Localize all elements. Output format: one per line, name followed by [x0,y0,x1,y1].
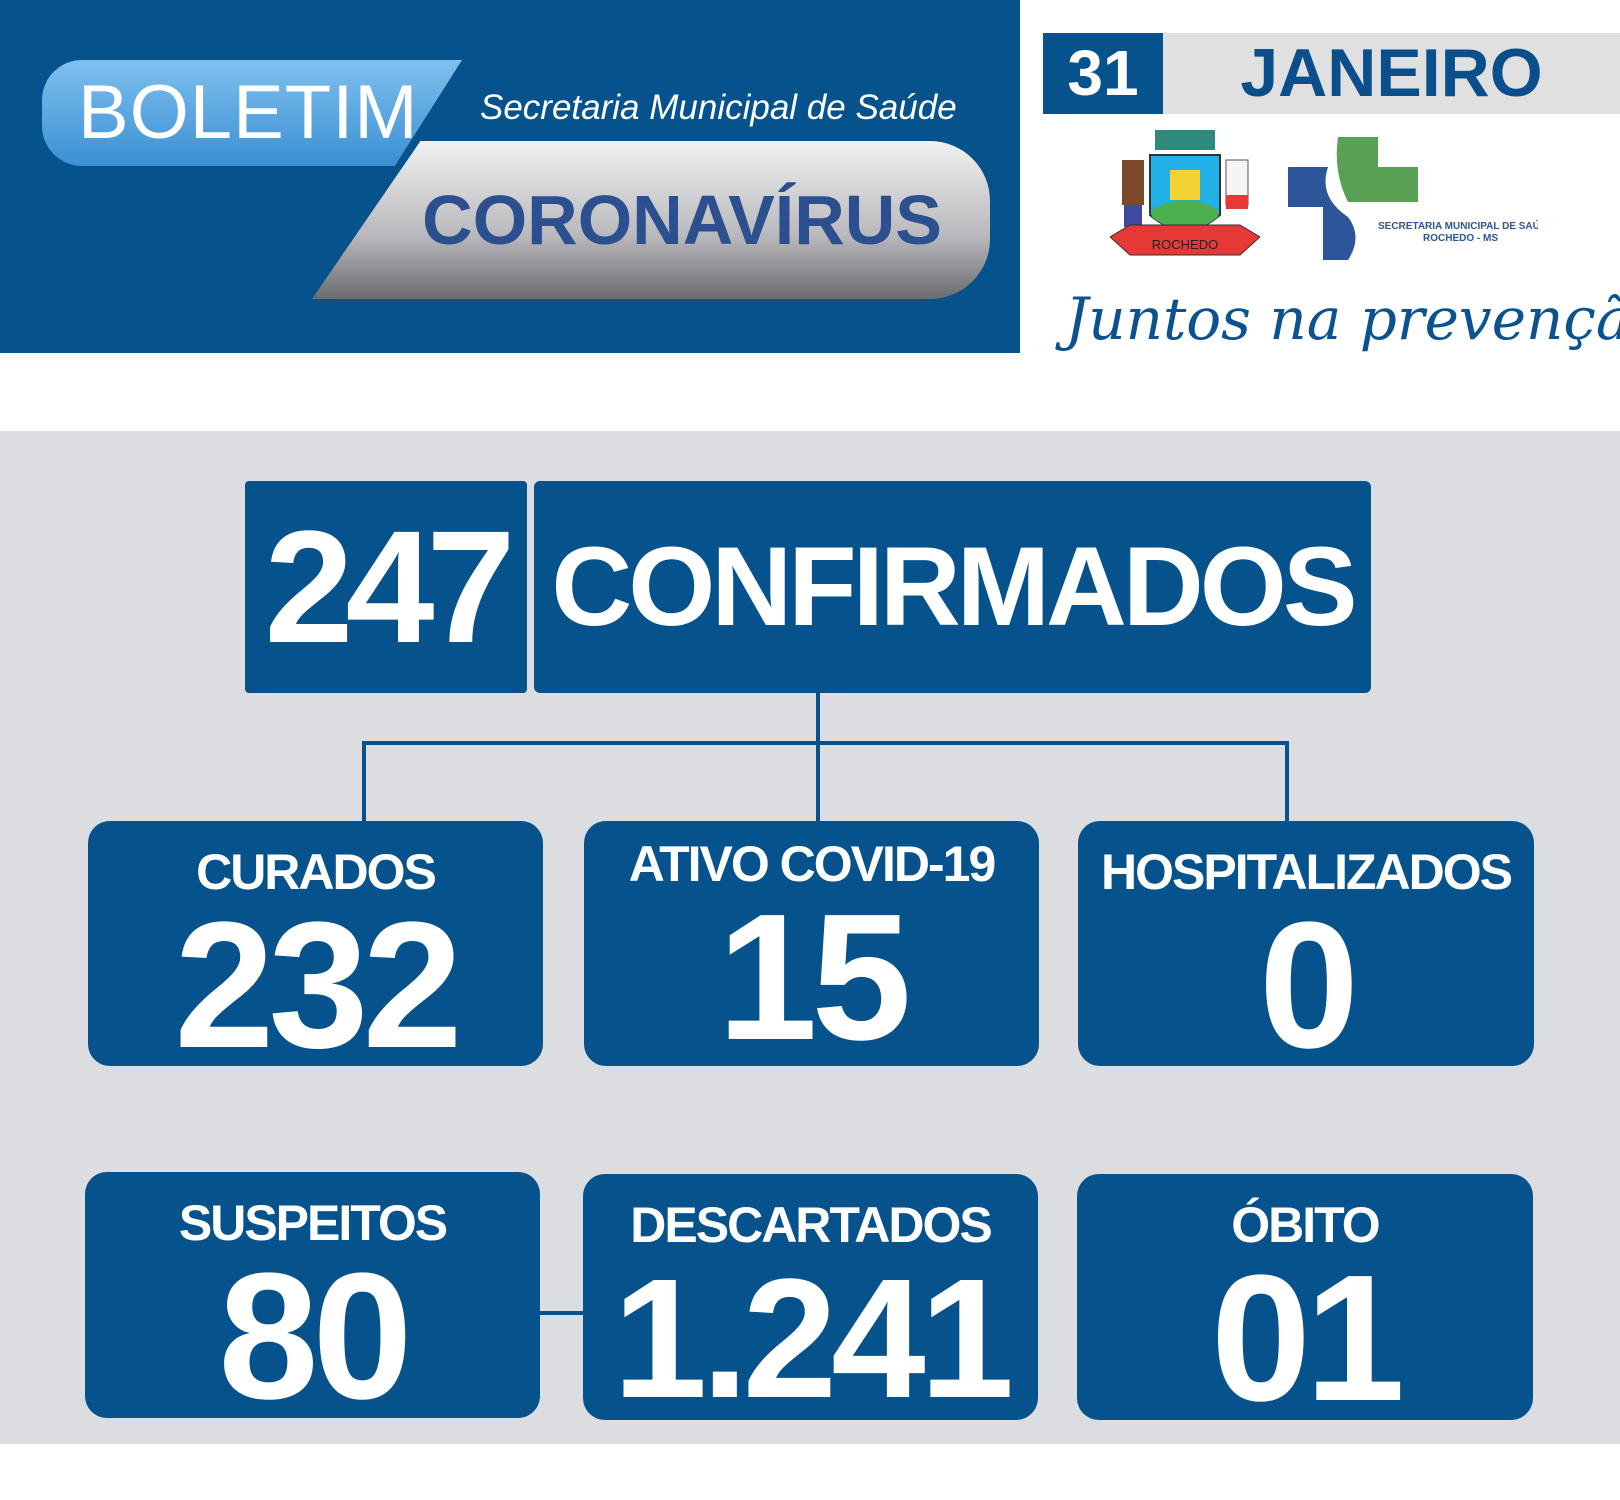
svg-text:SECRETARIA MUNICIPAL DE SAÚDE: SECRETARIA MUNICIPAL DE SAÚDE [1378,219,1538,232]
boletim-label: BOLETIM [42,60,462,166]
connector-line [362,741,1289,745]
date-month: JANEIRO [1240,35,1543,111]
svg-text:ROCHEDO - MS: ROCHEDO - MS [1423,233,1498,244]
stat-label: DESCARTADOS [630,1197,992,1253]
connector-line [362,741,366,821]
stat-label: CURADOS [196,844,437,900]
stat-label: ÓBITO [1231,1197,1380,1253]
stat-card-curados: CURADOS 232 [88,821,543,1076]
stat-value: 232 [174,885,462,1086]
stat-value: 15 [717,877,911,1078]
svg-text:ROCHEDO: ROCHEDO [1152,237,1218,252]
stat-card-obito: ÓBITO 01 [1077,1174,1533,1429]
rochedo-coat-of-arms-logo: ROCHEDO [1110,130,1260,256]
stat-card-suspeitos: SUSPEITOS 80 [85,1172,540,1427]
date-day: 31 [1043,33,1163,114]
stat-label: SUSPEITOS [178,1195,448,1251]
secretaria-label: Secretaria Municipal de Saúde [480,88,957,127]
slogan: Juntos na prevenção [1065,285,1620,353]
connector-line [540,1311,583,1315]
stat-value: 80 [218,1236,412,1437]
secretaria-saude-logo: SECRETARIA MUNICIPAL DE SAÚDE ROCHEDO - … [1288,137,1538,260]
stat-value: 01 [1210,1238,1405,1439]
stat-label: HOSPITALIZADOS [1101,844,1513,900]
stat-card-descartados: DESCARTADOS 1.241 [583,1174,1038,1424]
stat-value: 0 [1258,885,1359,1086]
stat-value: 1.241 [612,1244,1014,1434]
stat-card-hospitalizados: HOSPITALIZADOS 0 [1078,821,1534,1076]
confirmed-count: 247 [245,481,527,693]
connector-line [1285,741,1289,821]
connector-line [816,693,820,821]
stat-card-ativo: ATIVO COVID-19 15 [584,821,1039,1078]
confirmed-label: CONFIRMADOS [534,481,1371,693]
stat-label: ATIVO COVID-19 [628,836,997,892]
coronavirus-label: CORONAVÍRUS [312,141,990,299]
